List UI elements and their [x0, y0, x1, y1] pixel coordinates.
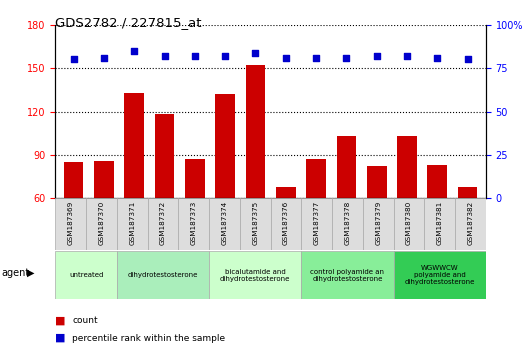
Bar: [425, 198, 455, 250]
Text: GSM187373: GSM187373: [191, 201, 197, 245]
Text: ■: ■: [55, 315, 66, 325]
Text: ▶: ▶: [27, 268, 35, 278]
Text: GSM187382: GSM187382: [467, 201, 474, 245]
Text: dihydrotestosterone: dihydrotestosterone: [128, 272, 198, 278]
Point: [372, 53, 381, 59]
Text: GSM187379: GSM187379: [375, 201, 381, 245]
Bar: [209, 251, 301, 299]
Bar: [148, 198, 178, 250]
Point: [161, 53, 169, 59]
Point: [69, 57, 78, 62]
Bar: [246, 65, 265, 285]
Text: GSM187381: GSM187381: [437, 201, 442, 245]
Bar: [86, 198, 117, 250]
Text: percentile rank within the sample: percentile rank within the sample: [72, 333, 225, 343]
Text: GSM187376: GSM187376: [283, 201, 289, 245]
Text: count: count: [72, 316, 98, 325]
Bar: [301, 198, 332, 250]
Point: [251, 50, 260, 55]
Text: GSM187369: GSM187369: [68, 201, 74, 245]
Bar: [306, 159, 326, 285]
Point: [191, 53, 199, 59]
Text: ■: ■: [55, 333, 66, 343]
Text: WGWWCW
polyamide and
dihydrotestosterone: WGWWCW polyamide and dihydrotestosterone: [404, 265, 475, 285]
Text: GSM187378: GSM187378: [344, 201, 351, 245]
Bar: [393, 251, 486, 299]
Bar: [397, 136, 417, 285]
Text: GSM187375: GSM187375: [252, 201, 258, 245]
Bar: [215, 94, 235, 285]
Bar: [55, 251, 117, 299]
Bar: [367, 166, 386, 285]
Bar: [94, 161, 114, 285]
Bar: [155, 114, 174, 285]
Bar: [178, 198, 209, 250]
Bar: [240, 198, 271, 250]
Bar: [301, 251, 393, 299]
Bar: [117, 251, 209, 299]
Bar: [125, 93, 144, 285]
Bar: [332, 198, 363, 250]
Text: control polyamide an
dihydrotestosterone: control polyamide an dihydrotestosterone: [310, 269, 384, 282]
Point: [130, 48, 138, 53]
Text: GSM187371: GSM187371: [129, 201, 135, 245]
Bar: [185, 159, 205, 285]
Point: [100, 55, 108, 61]
Bar: [276, 187, 296, 285]
Point: [312, 55, 320, 61]
Point: [221, 53, 229, 59]
Bar: [271, 198, 301, 250]
Text: GSM187374: GSM187374: [221, 201, 228, 245]
Bar: [336, 136, 356, 285]
Text: GSM187372: GSM187372: [160, 201, 166, 245]
Text: GSM187380: GSM187380: [406, 201, 412, 245]
Text: GDS2782 / 227815_at: GDS2782 / 227815_at: [55, 16, 202, 29]
Text: untreated: untreated: [69, 272, 103, 278]
Bar: [455, 198, 486, 250]
Text: GSM187377: GSM187377: [314, 201, 320, 245]
Bar: [363, 198, 393, 250]
Bar: [428, 165, 447, 285]
Text: bicalutamide and
dihydrotestosterone: bicalutamide and dihydrotestosterone: [220, 269, 290, 282]
Bar: [458, 187, 477, 285]
Bar: [393, 198, 425, 250]
Bar: [64, 162, 83, 285]
Text: agent: agent: [1, 268, 30, 278]
Bar: [55, 198, 86, 250]
Point: [464, 57, 472, 62]
Text: GSM187370: GSM187370: [99, 201, 105, 245]
Point: [342, 55, 351, 61]
Bar: [117, 198, 148, 250]
Point: [433, 55, 441, 61]
Point: [403, 53, 411, 59]
Point: [281, 55, 290, 61]
Bar: [209, 198, 240, 250]
